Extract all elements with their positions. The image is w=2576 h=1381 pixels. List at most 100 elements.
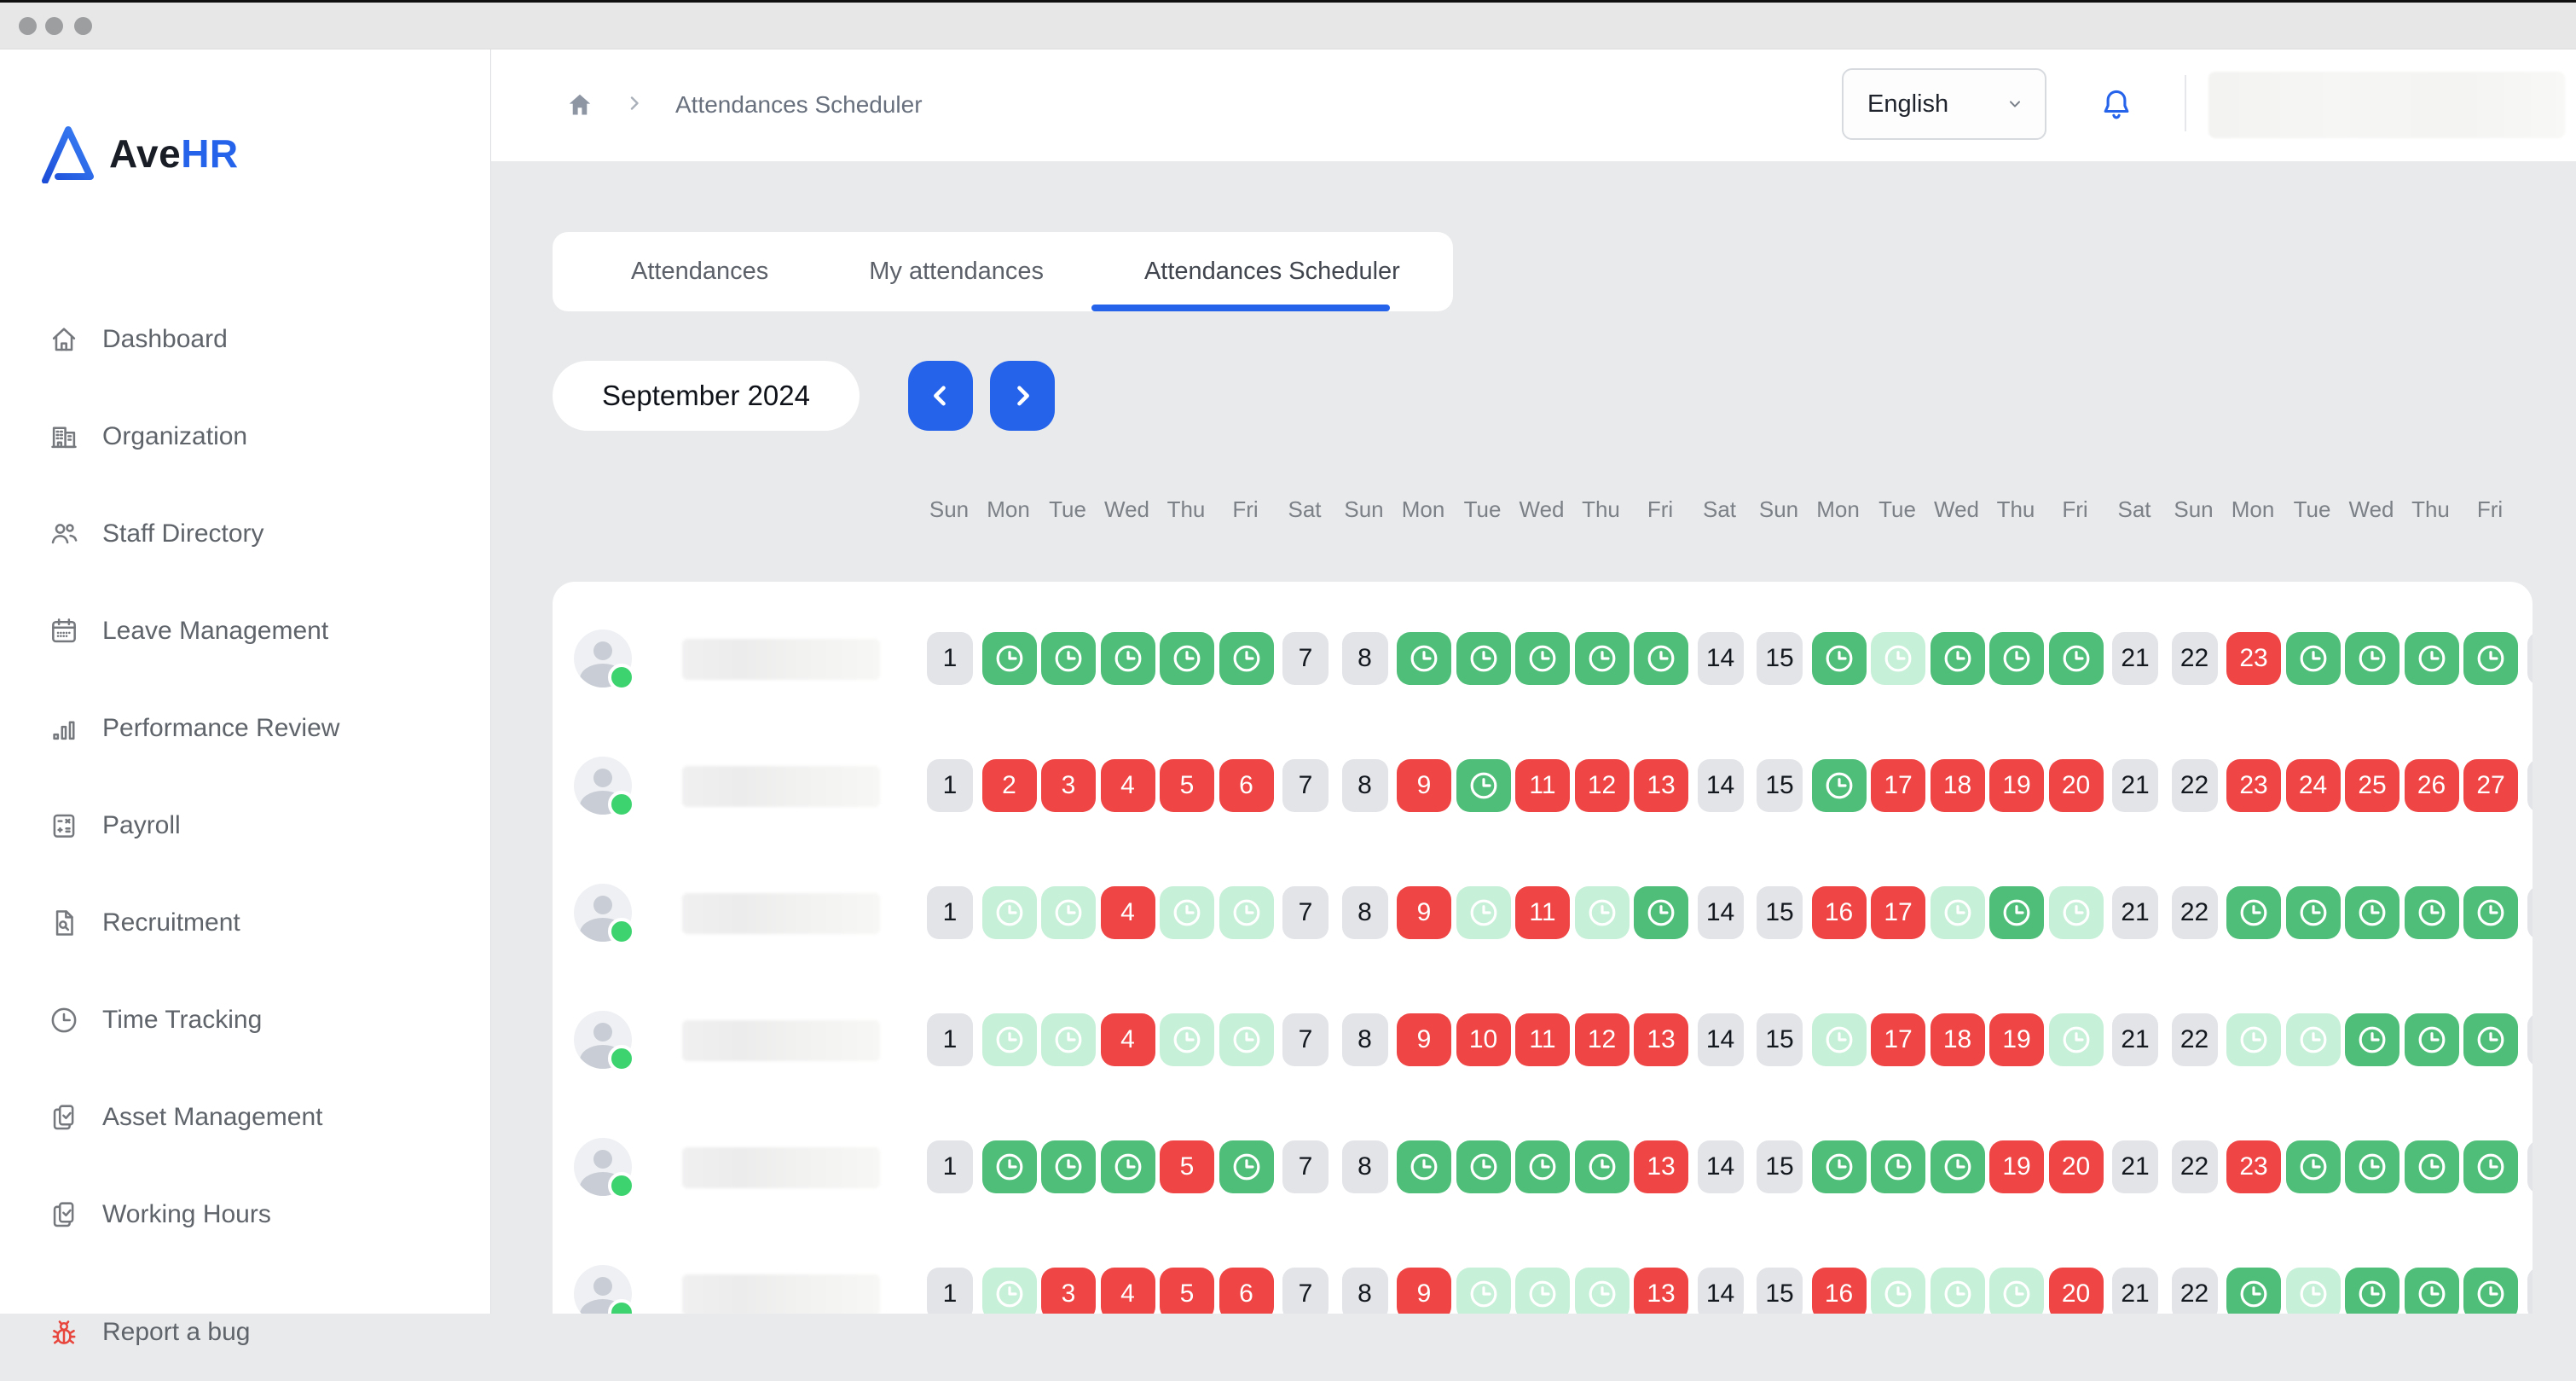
day-cell-23[interactable] [2226, 886, 2281, 939]
previous-month-button[interactable] [908, 361, 973, 431]
day-cell-27[interactable] [2463, 632, 2518, 685]
day-cell-15[interactable]: 15 [1757, 1013, 1803, 1066]
day-cell-10[interactable] [1456, 1268, 1511, 1314]
day-cell-4[interactable]: 4 [1100, 1268, 1155, 1314]
sidebar-item-working-hours[interactable]: Working Hours [48, 1166, 473, 1263]
day-cell-14[interactable]: 14 [1697, 886, 1744, 939]
day-cell-24[interactable] [2285, 886, 2341, 939]
day-cell-24[interactable] [2285, 1268, 2341, 1314]
sidebar-item-organization[interactable]: Organization [48, 388, 473, 485]
sidebar-item-performance-review[interactable]: Performance Review [48, 680, 473, 777]
day-cell-8[interactable]: 8 [1341, 1140, 1388, 1193]
day-cell-24[interactable]: 24 [2285, 759, 2341, 812]
day-cell-26[interactable] [2404, 886, 2459, 939]
app-logo[interactable]: AveHR [39, 124, 239, 183]
day-cell-21[interactable]: 21 [2112, 759, 2158, 812]
day-cell-16[interactable] [1811, 632, 1867, 685]
day-cell-22[interactable]: 22 [2171, 632, 2218, 685]
notifications-bell-button[interactable] [2098, 86, 2135, 127]
day-cell-5[interactable] [1160, 632, 1214, 685]
sidebar-item-recruitment[interactable]: Recruitment [48, 874, 473, 972]
day-cell-1[interactable]: 1 [927, 632, 973, 685]
day-cell-16[interactable] [1811, 1140, 1867, 1193]
day-cell-7[interactable]: 7 [1282, 886, 1329, 939]
day-cell-24[interactable] [2285, 1140, 2341, 1193]
day-cell-18[interactable]: 18 [1930, 759, 1985, 812]
day-cell-16[interactable]: 16 [1811, 886, 1867, 939]
day-cell-9[interactable]: 9 [1397, 759, 1451, 812]
window-close-button[interactable] [19, 17, 37, 35]
day-cell-13[interactable] [1634, 632, 1688, 685]
next-month-button[interactable] [990, 361, 1055, 431]
day-cell-25[interactable] [2345, 1140, 2399, 1193]
day-cell-20[interactable] [2048, 886, 2104, 939]
day-cell-9[interactable]: 9 [1397, 1268, 1451, 1314]
day-cell-21[interactable]: 21 [2112, 632, 2158, 685]
day-cell-18[interactable] [1930, 886, 1985, 939]
day-cell-7[interactable]: 7 [1282, 632, 1329, 685]
day-cell-22[interactable]: 22 [2171, 1268, 2218, 1314]
day-cell-11[interactable]: 11 [1515, 759, 1570, 812]
day-cell-25[interactable] [2345, 1268, 2399, 1314]
day-cell-clipped[interactable] [2527, 1013, 2533, 1066]
day-cell-17[interactable]: 17 [1871, 1013, 1925, 1066]
day-cell-12[interactable]: 12 [1574, 1013, 1630, 1066]
day-cell-20[interactable]: 20 [2048, 1140, 2104, 1193]
day-cell-20[interactable] [2048, 1013, 2104, 1066]
day-cell-24[interactable] [2285, 1013, 2341, 1066]
day-cell-2[interactable] [981, 1013, 1037, 1066]
day-cell-8[interactable]: 8 [1341, 886, 1388, 939]
day-cell-17[interactable] [1871, 1268, 1925, 1314]
day-cell-2[interactable]: 2 [981, 759, 1037, 812]
day-cell-clipped[interactable] [2527, 886, 2533, 939]
day-cell-10[interactable] [1456, 632, 1511, 685]
day-cell-19[interactable] [1989, 886, 2044, 939]
window-zoom-button[interactable] [74, 17, 92, 35]
day-cell-11[interactable]: 11 [1515, 886, 1570, 939]
day-cell-13[interactable] [1634, 886, 1688, 939]
day-cell-14[interactable]: 14 [1697, 1140, 1744, 1193]
home-icon[interactable] [566, 91, 593, 119]
day-cell-16[interactable] [1811, 759, 1867, 812]
sidebar-item-asset-management[interactable]: Asset Management [48, 1069, 473, 1166]
day-cell-26[interactable] [2404, 1013, 2459, 1066]
sidebar-item-dashboard[interactable]: Dashboard [48, 291, 473, 388]
tab-attendances-scheduler[interactable]: Attendances Scheduler [1143, 258, 1400, 285]
day-cell-25[interactable] [2345, 1013, 2399, 1066]
day-cell-11[interactable] [1515, 632, 1570, 685]
day-cell-clipped[interactable] [2527, 759, 2533, 812]
sidebar-item-leave-management[interactable]: Leave Management [48, 583, 473, 680]
sidebar-item-report-a-bug[interactable]: Report a bug [48, 1284, 473, 1381]
day-cell-25[interactable] [2345, 886, 2399, 939]
day-cell-19[interactable]: 19 [1989, 759, 2044, 812]
day-cell-27[interactable] [2463, 1268, 2518, 1314]
month-picker[interactable]: September 2024 [553, 361, 860, 431]
day-cell-13[interactable]: 13 [1634, 1140, 1688, 1193]
day-cell-22[interactable]: 22 [2171, 886, 2218, 939]
sidebar-item-time-tracking[interactable]: Time Tracking [48, 972, 473, 1069]
day-cell-17[interactable] [1871, 1140, 1925, 1193]
day-cell-24[interactable] [2285, 632, 2341, 685]
tab-attendances[interactable]: Attendances [631, 258, 769, 285]
user-profile-area-blurred[interactable] [2208, 72, 2565, 138]
day-cell-8[interactable]: 8 [1341, 759, 1388, 812]
day-cell-27[interactable] [2463, 1013, 2518, 1066]
day-cell-4[interactable]: 4 [1100, 886, 1155, 939]
day-cell-15[interactable]: 15 [1757, 759, 1803, 812]
day-cell-12[interactable]: 12 [1574, 759, 1630, 812]
day-cell-12[interactable] [1574, 1268, 1630, 1314]
day-cell-6[interactable] [1219, 886, 1274, 939]
day-cell-18[interactable] [1930, 1268, 1985, 1314]
day-cell-7[interactable]: 7 [1282, 1013, 1329, 1066]
day-cell-12[interactable] [1574, 886, 1630, 939]
day-cell-9[interactable] [1397, 1140, 1451, 1193]
day-cell-27[interactable] [2463, 1140, 2518, 1193]
day-cell-7[interactable]: 7 [1282, 1140, 1329, 1193]
day-cell-4[interactable]: 4 [1100, 759, 1155, 812]
day-cell-22[interactable]: 22 [2171, 759, 2218, 812]
day-cell-19[interactable] [1989, 1268, 2044, 1314]
day-cell-17[interactable]: 17 [1871, 886, 1925, 939]
day-cell-8[interactable]: 8 [1341, 632, 1388, 685]
day-cell-15[interactable]: 15 [1757, 886, 1803, 939]
window-minimize-button[interactable] [45, 17, 63, 35]
